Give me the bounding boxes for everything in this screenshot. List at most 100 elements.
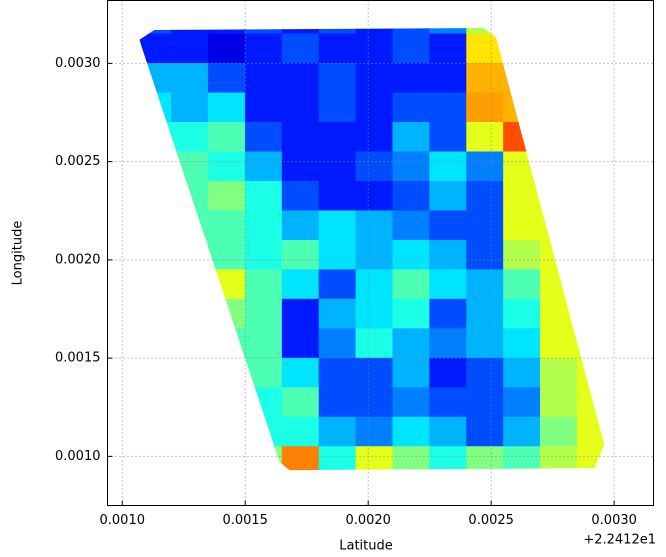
heat-cell <box>576 357 605 388</box>
heat-cell <box>392 63 430 94</box>
heat-cell <box>244 33 283 64</box>
heat-cell <box>576 28 605 35</box>
y-tick-label: 0.0030 <box>55 56 101 71</box>
x-axis-label: Latitude <box>339 539 393 554</box>
heat-cell <box>139 416 172 447</box>
heat-cell <box>171 269 209 300</box>
heat-cell <box>576 239 605 271</box>
y-tick-label: 0.0010 <box>55 449 101 464</box>
heat-cell <box>139 28 172 35</box>
heat-cell <box>540 416 578 447</box>
heat-cell <box>208 357 246 388</box>
heat-cell <box>244 269 283 300</box>
heat-cell <box>208 239 246 271</box>
x-tick-label: 0.0030 <box>591 513 637 528</box>
heat-cell <box>503 269 541 300</box>
heat-cell <box>429 180 467 212</box>
heat-cell <box>171 446 209 471</box>
y-tick-label: 0.0020 <box>55 252 101 267</box>
heat-cell <box>208 92 246 123</box>
heat-cell <box>392 33 430 64</box>
heat-cell <box>392 92 430 123</box>
heat-cell <box>429 446 467 471</box>
heat-cell <box>466 151 504 182</box>
heat-cell <box>139 92 172 123</box>
heat-cell <box>466 92 504 123</box>
y-tick-label: 0.0015 <box>55 351 101 366</box>
heat-cell <box>139 387 172 418</box>
heat-cell <box>281 63 320 94</box>
heat-cell <box>208 180 246 212</box>
heat-cell <box>466 416 504 447</box>
heat-cell <box>355 446 394 471</box>
heat-cell <box>244 63 283 94</box>
heat-cell <box>171 210 209 241</box>
heat-cell <box>139 180 172 212</box>
heat-cell <box>139 122 172 153</box>
heat-cell <box>318 210 357 241</box>
heat-cell <box>576 122 605 153</box>
heat-cell <box>466 387 504 418</box>
heat-cell <box>429 387 467 418</box>
heat-cell <box>244 298 283 329</box>
heat-cell <box>281 239 320 271</box>
y-tick-label: 0.0025 <box>55 154 101 169</box>
heat-cell <box>429 151 467 182</box>
heat-cell <box>576 328 605 359</box>
heat-cell <box>503 28 541 35</box>
heat-cell <box>281 28 320 35</box>
heat-cell <box>429 122 467 153</box>
heat-cell <box>392 328 430 359</box>
heat-cell <box>281 357 320 388</box>
heat-cell <box>540 151 578 182</box>
heat-cell <box>392 416 430 447</box>
heat-cell <box>503 210 541 241</box>
heat-cell <box>281 269 320 300</box>
heat-cell <box>171 387 209 418</box>
heat-cell <box>392 28 430 35</box>
heat-cell <box>392 122 430 153</box>
heat-cell <box>429 210 467 241</box>
heat-cell <box>208 63 246 94</box>
heat-cell <box>244 210 283 241</box>
heat-cell <box>540 328 578 359</box>
heat-cell <box>208 210 246 241</box>
heat-cell <box>244 92 283 123</box>
heat-cell <box>466 210 504 241</box>
heat-cell <box>576 63 605 94</box>
heat-cell <box>208 387 246 418</box>
heat-cell <box>244 446 283 471</box>
heat-cell <box>429 328 467 359</box>
heatmap <box>139 28 605 471</box>
heat-cell <box>503 63 541 94</box>
heat-cell <box>576 33 605 64</box>
heat-cell <box>244 328 283 359</box>
heat-cell <box>281 446 320 471</box>
heat-cell <box>466 328 504 359</box>
heat-cell <box>208 151 246 182</box>
plot-frame <box>107 0 654 506</box>
heat-cell <box>355 28 394 35</box>
heat-cell <box>171 239 209 271</box>
heat-cell <box>503 92 541 123</box>
heat-cell <box>208 328 246 359</box>
heat-cell <box>392 357 430 388</box>
heat-cell <box>540 92 578 123</box>
x-tick-label: 0.0025 <box>468 513 514 528</box>
heat-cell <box>503 239 541 271</box>
heat-cell <box>244 180 283 212</box>
heat-cell <box>355 63 394 94</box>
heat-cell <box>429 298 467 329</box>
heat-cell <box>429 92 467 123</box>
heat-cell <box>540 180 578 212</box>
heat-cell <box>576 180 605 212</box>
heat-cell <box>281 33 320 64</box>
heat-cell <box>171 151 209 182</box>
heat-cell <box>466 269 504 300</box>
heat-cell <box>281 92 320 123</box>
heat-cell <box>466 357 504 388</box>
heat-cell <box>171 33 209 64</box>
heat-cell <box>540 33 578 64</box>
heat-cell <box>171 28 209 35</box>
axes: 0.0010 0.0015 0.0020 0.0025 0.0030 0.0010 0.00… <box>55 0 654 528</box>
